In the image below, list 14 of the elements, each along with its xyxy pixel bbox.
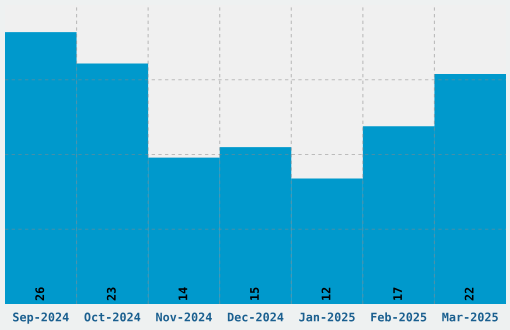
x-tick-label: Dec-2024 [228, 312, 284, 322]
x-tick-label: Sep-2024 [13, 312, 69, 324]
x-tick-label: Nov-2024 [156, 312, 212, 322]
data-label: 26 [35, 287, 44, 300]
data-label: 15 [250, 288, 259, 300]
data-label: 23 [106, 288, 116, 300]
data-label: 14 [178, 287, 188, 300]
data-label: 22 [464, 288, 474, 300]
data-label: 12 [322, 288, 330, 300]
x-tick-label: Mar-2025 [442, 312, 498, 322]
data-label: 17 [393, 288, 402, 300]
x-tick-label: Oct-2024 [84, 312, 140, 322]
x-tick-label: Jan-2025 [299, 312, 355, 322]
x-tick-label: Feb-2025 [371, 312, 426, 322]
